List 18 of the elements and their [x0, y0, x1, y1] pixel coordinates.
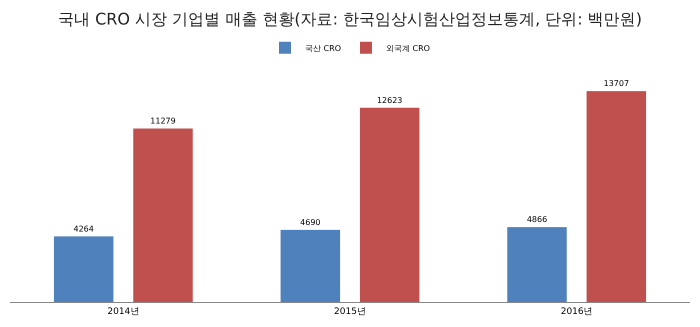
x-tick-label: 2014년 — [107, 306, 140, 317]
bar — [586, 91, 646, 302]
data-label: 4690 — [300, 218, 321, 227]
bar — [54, 236, 114, 302]
legend-label: 외국계 CRO — [386, 44, 430, 53]
bar — [133, 128, 193, 302]
x-tick-label: 2015년 — [334, 306, 366, 317]
data-label: 11279 — [150, 116, 176, 126]
bar — [507, 227, 567, 302]
data-label: 12623 — [376, 96, 402, 105]
data-label: 4264 — [73, 224, 94, 234]
x-tick-label: 2016년 — [560, 306, 593, 317]
bar — [360, 108, 420, 302]
legend-label: 국산 CRO — [305, 44, 341, 53]
data-label: 13707 — [604, 79, 630, 88]
data-label: 4866 — [526, 215, 548, 224]
chart-title: 국내 CRO 시장 기업별 매출 현황(자료: 한국임상시험산업정보통계, 단위: 백만원) — [58, 9, 642, 28]
bar — [280, 230, 340, 302]
